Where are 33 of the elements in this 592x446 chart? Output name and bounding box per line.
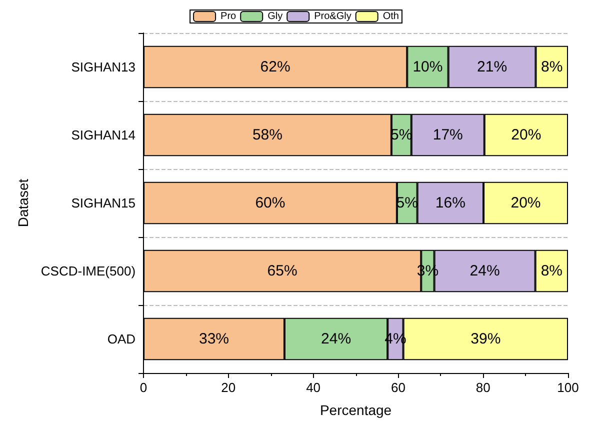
data-label: 10% bbox=[412, 58, 443, 76]
legend-label: Oth bbox=[382, 11, 399, 22]
x-tick-label: 20 bbox=[221, 380, 236, 395]
data-label: 24% bbox=[470, 262, 500, 280]
y-axis-title: Dataset bbox=[15, 178, 31, 228]
data-label: 16% bbox=[435, 194, 466, 212]
x-tick-label: 0 bbox=[140, 380, 148, 395]
y-tick-label: OAD bbox=[107, 332, 136, 346]
data-label: 33% bbox=[198, 330, 230, 348]
data-label: 17% bbox=[432, 126, 463, 144]
y-tick-label: SIGHAN15 bbox=[71, 196, 136, 210]
data-label: 8% bbox=[541, 58, 563, 76]
x-axis-title: Percentage bbox=[320, 402, 392, 418]
x-tick-label: 60 bbox=[390, 380, 406, 395]
y-tick-label: SIGHAN14 bbox=[71, 128, 136, 142]
data-label: 62% bbox=[260, 58, 290, 76]
data-label: 60% bbox=[255, 194, 286, 212]
data-label: 21% bbox=[477, 58, 508, 76]
data-label: 58% bbox=[252, 126, 282, 144]
legend-label: Gly bbox=[268, 11, 283, 22]
data-label: 39% bbox=[470, 330, 501, 348]
x-tick-label: 100 bbox=[557, 380, 579, 395]
data-label: 65% bbox=[267, 262, 298, 280]
y-tick-label: CSCD-IME(500) bbox=[40, 264, 136, 278]
x-tick-label: 40 bbox=[306, 380, 321, 395]
y-tick-label: SIGHAN13 bbox=[71, 60, 136, 74]
data-label: 20% bbox=[511, 126, 542, 144]
data-label: 8% bbox=[540, 262, 562, 280]
data-label: 24% bbox=[321, 330, 352, 348]
data-label: 20% bbox=[510, 194, 541, 212]
legend-label: Pro bbox=[220, 11, 237, 22]
legend-label: Pro&Gly bbox=[314, 11, 352, 22]
x-tick-label: 80 bbox=[476, 380, 490, 395]
